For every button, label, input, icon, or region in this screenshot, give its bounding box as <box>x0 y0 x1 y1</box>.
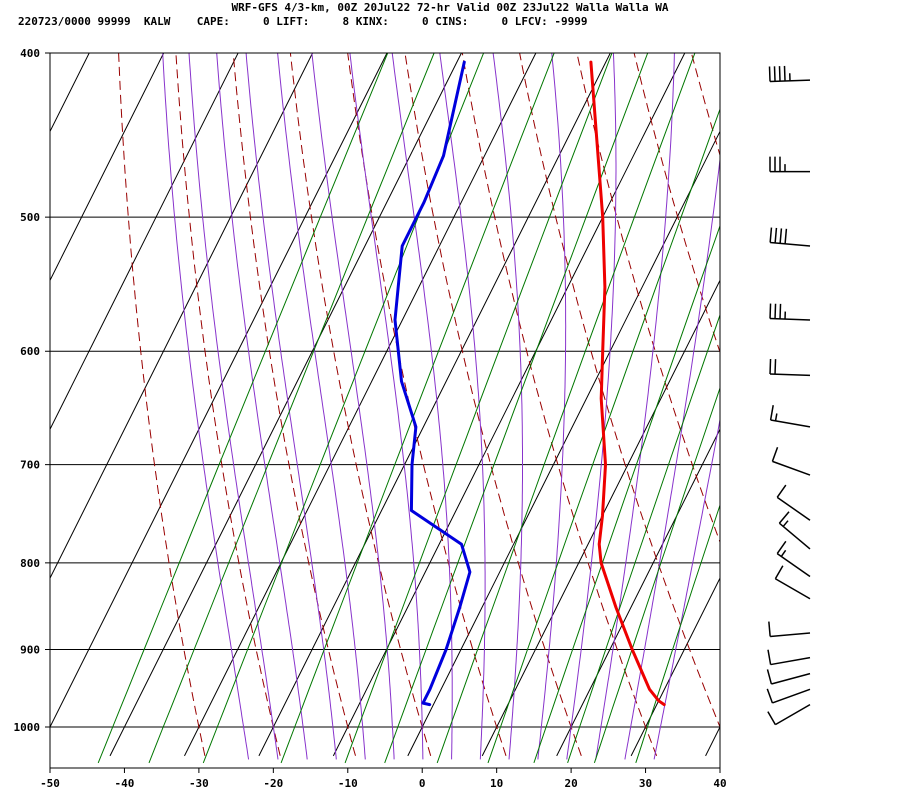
isotherm <box>50 53 314 580</box>
data-layer <box>393 60 666 707</box>
mixing-ratio-line <box>97 53 389 764</box>
wind-barb <box>769 303 811 321</box>
mixing-ratio-line <box>487 107 720 764</box>
dry-adiabat <box>743 34 900 755</box>
wind-barb <box>769 156 810 173</box>
y-tick-label: 400 <box>20 47 40 60</box>
moist-adiabat <box>349 53 424 760</box>
moist-adiabat <box>188 53 279 760</box>
wind-barb <box>774 565 811 600</box>
y-tick-label: 600 <box>20 345 40 358</box>
moist-adiabat <box>391 53 453 760</box>
moist-adiabat <box>162 53 250 760</box>
mixing-ratio-line <box>384 53 649 764</box>
mixing-ratio-line <box>202 53 485 764</box>
x-tick-label: 0 <box>419 777 426 790</box>
temperature-profile <box>589 60 666 707</box>
wind-barb <box>771 447 811 476</box>
dry-adiabat <box>404 53 582 756</box>
x-tick-label: 10 <box>490 777 503 790</box>
dry-adiabat <box>347 53 507 756</box>
dry-adiabat <box>576 53 720 544</box>
isotherm <box>705 725 720 757</box>
y-tick-label: 900 <box>20 643 40 656</box>
y-tick-label: 1000 <box>14 721 41 734</box>
x-axis-ticks: -50 -40 -30 -20 -10 0 10 20 30 40 <box>40 768 727 790</box>
wind-barb <box>776 484 811 521</box>
dry-adiabat <box>232 53 356 756</box>
isotherm <box>184 53 537 757</box>
moist-adiabat <box>653 417 720 760</box>
dry-adiabat <box>633 53 720 354</box>
mixing-ratio-line <box>635 503 720 764</box>
dry-adiabat <box>519 53 720 729</box>
isotherm <box>481 279 720 757</box>
y-tick-label: 500 <box>20 211 40 224</box>
wind-barbs <box>766 65 811 726</box>
wind-barb <box>776 540 811 578</box>
wind-barb <box>766 688 811 704</box>
moist-adiabat <box>439 53 486 760</box>
wind-barb <box>769 358 811 377</box>
mixing-ratio-line <box>344 53 613 764</box>
x-tick-label: -10 <box>338 777 358 790</box>
isotherm <box>50 53 388 729</box>
moist-adiabat <box>277 53 366 760</box>
x-tick-label: -20 <box>263 777 283 790</box>
x-tick-label: 40 <box>713 777 726 790</box>
x-tick-label: -40 <box>115 777 135 790</box>
wind-barb <box>768 621 811 638</box>
dry-adiabat <box>461 53 658 756</box>
isotherm <box>556 428 720 757</box>
x-tick-label: -30 <box>189 777 209 790</box>
isotherm <box>50 53 239 431</box>
moist-adiabat <box>492 53 523 760</box>
moist-adiabat <box>245 53 337 760</box>
mixing-ratio-line <box>593 386 720 764</box>
isotherm <box>630 576 720 757</box>
wind-barb <box>769 227 811 247</box>
mixing-ratio-line <box>280 53 555 764</box>
wind-barb <box>766 669 811 685</box>
plot-frame <box>49 52 721 769</box>
dry-adiabat <box>118 53 206 756</box>
isotherm <box>50 53 90 133</box>
chart-title: WRF-GFS 4/3-km, 00Z 20Jul22 72-hr Valid … <box>231 1 669 14</box>
dry-adiabat <box>857 34 900 755</box>
wind-barb <box>767 649 811 666</box>
dry-adiabat <box>800 34 900 755</box>
mixing-ratio-line <box>436 53 696 764</box>
isotherm <box>332 53 686 757</box>
wind-barb <box>767 703 811 726</box>
isotherm <box>258 53 611 757</box>
moist-adiabat <box>537 53 567 760</box>
sounding-indices: 220723/0000 99999 KALW CAPE: 0 LIFT: 8 K… <box>18 15 588 28</box>
dry-adiabat <box>690 53 720 157</box>
grid-layer <box>50 34 900 764</box>
y-tick-label: 700 <box>20 459 40 472</box>
wind-barb <box>778 511 811 550</box>
moist-adiabat <box>311 53 395 760</box>
y-tick-label: 800 <box>20 557 40 570</box>
dry-adiabat <box>289 53 432 756</box>
x-tick-label: 30 <box>639 777 652 790</box>
wind-barb <box>768 65 811 83</box>
x-tick-label: 20 <box>564 777 577 790</box>
mixing-ratio-line <box>567 313 720 764</box>
isotherm <box>50 53 165 282</box>
dewpoint-profile <box>393 60 472 707</box>
mixing-ratio-line <box>533 224 720 764</box>
moist-adiabat <box>595 53 675 760</box>
x-tick-label: -50 <box>40 777 60 790</box>
mixing-ratio-line <box>148 53 435 764</box>
moist-adiabat <box>216 53 308 760</box>
moist-adiabat <box>624 155 720 760</box>
isotherm <box>109 53 463 757</box>
moist-adiabat <box>566 53 617 760</box>
dry-adiabat <box>175 53 281 756</box>
wind-barb <box>769 405 811 428</box>
y-axis-ticks: 400 500 600 700 800 900 1000 <box>14 47 50 734</box>
isotherm <box>407 130 720 757</box>
